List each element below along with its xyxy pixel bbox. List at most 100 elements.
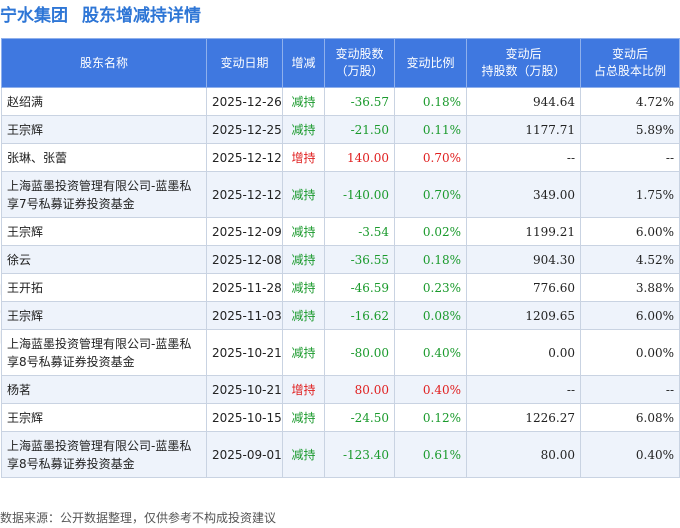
change-shares: -24.50 xyxy=(324,403,395,432)
change-date: 2025-12-12 xyxy=(206,171,283,218)
column-header-text: 占总股本比例 xyxy=(593,64,666,78)
column-header-text: 增减 xyxy=(291,55,316,70)
change-date: 2025-10-21 xyxy=(206,329,283,376)
table-body: 赵绍满 2025-12-26 减持 -36.57 0.18% 944.64 4.72% 王宗辉… xyxy=(1,87,680,478)
column-header: 增减 xyxy=(282,38,325,88)
change-direction: 减持 xyxy=(282,329,325,376)
shareholder-name: 王宗辉 xyxy=(1,403,207,432)
ratio-after: 0.00% xyxy=(580,329,680,376)
ratio-after: 4.72% xyxy=(580,87,680,116)
source-note: 数据来源：公开数据整理，仅供参考不构成投资建议 xyxy=(0,511,277,525)
change-shares: -16.62 xyxy=(324,301,395,330)
table-row: 王宗辉 2025-10-15 减持 -24.50 0.12% 1226.27 6.08% xyxy=(1,403,680,432)
change-date: 2025-12-09 xyxy=(206,217,283,246)
shareholder-name: 赵绍满 xyxy=(1,87,207,116)
shareholder-name: 徐云 xyxy=(1,245,207,274)
shareholder-name: 王宗辉 xyxy=(1,217,207,246)
shareholder-name: 上海蓝墨投资管理有限公司-蓝墨私享8号私募证券投资基金 xyxy=(1,431,207,478)
table-row: 上海蓝墨投资管理有限公司-蓝墨私享7号私募证券投资基金 2025-12-12 减持 -… xyxy=(1,171,680,218)
title-subject: 股东增减持详情 xyxy=(82,6,201,26)
change-ratio: 0.02% xyxy=(394,217,467,246)
ratio-after: 5.89% xyxy=(580,115,680,144)
ratio-after: -- xyxy=(580,375,680,404)
column-header: 变动比例 xyxy=(394,38,467,88)
column-header-text: 变动后 xyxy=(611,47,648,61)
shares-after: 349.00 xyxy=(466,171,581,218)
table-header: 股东名称 变动日期 增减 变动股数 （万股） 变动比例 变动后持股数（万股） 变动后占总股本比… xyxy=(1,38,680,88)
ratio-after: 6.00% xyxy=(580,217,680,246)
change-shares: -46.59 xyxy=(324,273,395,302)
change-shares: -80.00 xyxy=(324,329,395,376)
holding-change-table: 股东名称 变动日期 增减 变动股数 （万股） 变动比例 变动后持股数（万股） 变动后占总股本比… xyxy=(1,38,680,478)
table-row: 赵绍满 2025-12-26 减持 -36.57 0.18% 944.64 4.72% xyxy=(1,87,680,116)
ratio-after: 3.88% xyxy=(580,273,680,302)
change-date: 2025-12-25 xyxy=(206,115,283,144)
ratio-after: 4.52% xyxy=(580,245,680,274)
column-header-text: 变动后 xyxy=(505,47,542,61)
change-date: 2025-11-03 xyxy=(206,301,283,330)
change-ratio: 0.12% xyxy=(394,403,467,432)
page-title: 宁水集团 股东增减持详情 xyxy=(0,2,215,30)
change-shares: -3.54 xyxy=(324,217,395,246)
shares-after: 904.30 xyxy=(466,245,581,274)
ratio-after: 0.40% xyxy=(580,431,680,478)
ratio-after: 1.75% xyxy=(580,171,680,218)
shareholder-name: 杨茗 xyxy=(1,375,207,404)
column-header-text: 股东名称 xyxy=(79,55,128,70)
ratio-after: 6.08% xyxy=(580,403,680,432)
change-direction: 减持 xyxy=(282,115,325,144)
change-ratio: 0.11% xyxy=(394,115,467,144)
change-ratio: 0.61% xyxy=(394,431,467,478)
column-header-text: 变动日期 xyxy=(220,55,269,70)
table-row: 王开拓 2025-11-28 减持 -46.59 0.23% 776.60 3.88% xyxy=(1,273,680,302)
shareholder-name: 王宗辉 xyxy=(1,301,207,330)
change-ratio: 0.23% xyxy=(394,273,467,302)
change-date: 2025-11-28 xyxy=(206,273,283,302)
change-direction: 减持 xyxy=(282,301,325,330)
table-row: 上海蓝墨投资管理有限公司-蓝墨私享8号私募证券投资基金 2025-09-01 减持 -… xyxy=(1,431,680,478)
change-direction: 增持 xyxy=(282,375,325,404)
change-direction: 减持 xyxy=(282,273,325,302)
shareholder-name: 上海蓝墨投资管理有限公司-蓝墨私享8号私募证券投资基金 xyxy=(1,329,207,376)
change-shares: -21.50 xyxy=(324,115,395,144)
change-shares: 80.00 xyxy=(324,375,395,404)
change-ratio: 0.70% xyxy=(394,171,467,218)
change-ratio: 0.40% xyxy=(394,329,467,376)
table-row: 张琳、张蕾 2025-12-12 增持 140.00 0.70% -- -- xyxy=(1,143,680,172)
change-ratio: 0.40% xyxy=(394,375,467,404)
change-direction: 减持 xyxy=(282,245,325,274)
shareholder-name: 王宗辉 xyxy=(1,115,207,144)
change-shares: -36.55 xyxy=(324,245,395,274)
change-shares: -123.40 xyxy=(324,431,395,478)
change-shares: -36.57 xyxy=(324,87,395,116)
shares-after: 1199.21 xyxy=(466,217,581,246)
shares-after: 0.00 xyxy=(466,329,581,376)
change-direction: 减持 xyxy=(282,87,325,116)
table-row: 王宗辉 2025-12-25 减持 -21.50 0.11% 1177.71 5.89% xyxy=(1,115,680,144)
change-direction: 减持 xyxy=(282,171,325,218)
change-ratio: 0.08% xyxy=(394,301,467,330)
shares-after: 1177.71 xyxy=(466,115,581,144)
table-row: 王宗辉 2025-12-09 减持 -3.54 0.02% 1199.21 6.00% xyxy=(1,217,680,246)
change-direction: 减持 xyxy=(282,217,325,246)
change-date: 2025-10-21 xyxy=(206,375,283,404)
ratio-after: 6.00% xyxy=(580,301,680,330)
change-ratio: 0.18% xyxy=(394,245,467,274)
table-row: 王宗辉 2025-11-03 减持 -16.62 0.08% 1209.65 6.00% xyxy=(1,301,680,330)
column-header: 变动股数 （万股） xyxy=(324,38,395,88)
change-ratio: 0.70% xyxy=(394,143,467,172)
shareholder-name: 王开拓 xyxy=(1,273,207,302)
shares-after: 944.64 xyxy=(466,87,581,116)
column-header-text: 持股数（万股） xyxy=(481,64,566,78)
column-header-text: 变动股数 xyxy=(335,47,384,61)
table-row: 杨茗 2025-10-21 增持 80.00 0.40% -- -- xyxy=(1,375,680,404)
change-direction: 增持 xyxy=(282,143,325,172)
shares-after: 80.00 xyxy=(466,431,581,478)
column-header-text: 变动比例 xyxy=(406,55,455,70)
change-date: 2025-12-08 xyxy=(206,245,283,274)
shares-after: 776.60 xyxy=(466,273,581,302)
change-date: 2025-12-12 xyxy=(206,143,283,172)
table-row: 上海蓝墨投资管理有限公司-蓝墨私享8号私募证券投资基金 2025-10-21 减持 -… xyxy=(1,329,680,376)
column-header: 变动后 占总股本比例 xyxy=(580,38,680,88)
change-shares: 140.00 xyxy=(324,143,395,172)
